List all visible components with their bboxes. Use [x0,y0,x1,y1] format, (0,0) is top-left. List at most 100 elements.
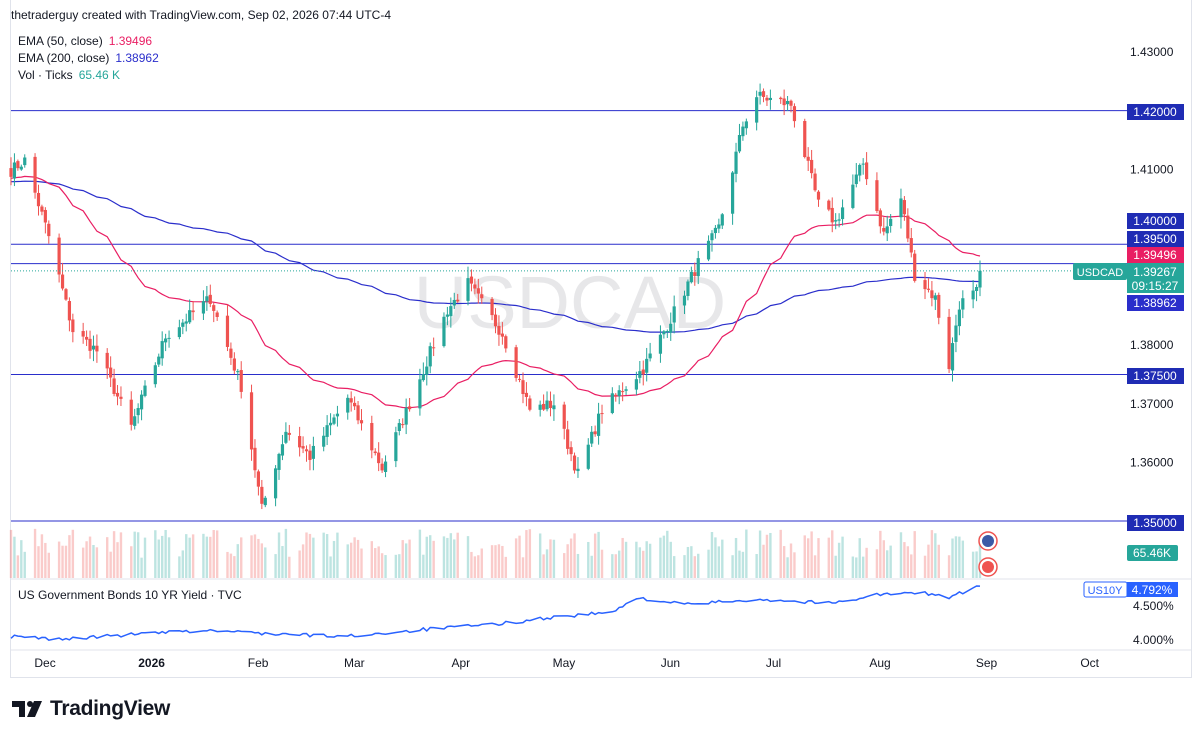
candle-body [356,405,360,421]
candle-body [421,374,425,381]
volume-bar [360,548,363,578]
volume-bar [600,549,604,578]
candle-body [689,271,693,283]
candle-body [277,453,281,470]
volume-bar [418,529,422,578]
legend-ema50[interactable]: EMA (50, close) 1.39496 [18,34,152,48]
candle-body [542,403,546,410]
candle-body [328,422,333,426]
candle-body [524,392,529,397]
volume-bar [88,536,92,578]
candle-body [792,106,797,122]
volume-bar [264,547,267,578]
volume-bar [349,542,353,578]
volume-bar [202,533,205,578]
volume-bar [191,534,195,578]
candle-body [88,338,92,351]
volume-bar [645,541,648,578]
current-price-tag-bg [1127,263,1184,293]
attribution-text: thetraderguy created with TradingView.co… [11,8,391,22]
candle-body [452,299,456,306]
legend-volume[interactable]: Vol · Ticks 65.46 K [18,68,120,82]
candle-body [621,391,625,393]
volume-tag-text: 65.46K [1133,546,1171,560]
level-price-tag-text: 1.35000 [1133,516,1177,530]
volume-bar [947,555,951,578]
volume-bar [525,530,528,578]
volume-bar [930,530,934,578]
candle-body [473,284,477,289]
candle-body [758,91,762,96]
candle-body [744,121,748,129]
level-price-tag-text: 1.39500 [1133,232,1177,246]
time-axis-label: Aug [869,656,890,670]
candle-body [119,396,123,399]
volume-bar [934,533,937,578]
level-price-tag: 1.37500 [1127,368,1184,384]
candle-body [136,408,140,416]
candle-body [617,390,621,397]
candle-body [834,220,838,222]
volume-bar [377,546,380,578]
volume-bar [745,529,748,578]
candle-body [57,237,61,275]
volume-bar [879,530,882,578]
volume-bar [621,537,624,578]
candle-body [47,223,51,237]
candle-body [33,156,37,193]
volume-bar [817,538,820,578]
volume-bar [806,538,810,578]
volume-bar [597,531,600,578]
candle-body [64,289,68,300]
us10y-value-text: 4.792% [1132,583,1173,597]
tradingview-brand[interactable]: TradingView [12,697,170,721]
level-price-tag-bg [1127,368,1184,384]
candle-body [785,100,790,105]
volume-bar [827,537,831,578]
candle-body [730,172,735,214]
candle-body [177,327,181,338]
brand-name: TradingView [50,697,171,720]
volume-bar [514,538,518,578]
candle-body [401,424,405,426]
us-flag-event-icon [978,531,998,551]
volume-bar [157,539,160,578]
volume-bar [432,540,435,578]
candle-body [937,294,941,318]
time-axis-label: Jul [766,656,781,670]
volume-bar [160,535,164,578]
volume-bars [9,528,982,578]
volume-bar [903,542,906,578]
candle-body [60,274,65,289]
volume-bar [624,541,628,578]
candle-body [164,338,168,343]
candle-body [741,126,745,137]
level-price-tag-bg [1127,231,1184,247]
symbol-tag: USDCAD [1073,263,1127,280]
volume-bar [181,550,185,578]
candle-body [624,389,628,391]
candle-body [380,463,384,471]
candle-body [755,97,759,123]
yield-tick-label: 4.000% [1133,633,1174,647]
candle-body [569,447,573,455]
volume-bar [865,547,868,578]
candle-body [706,240,711,260]
volume-bar [425,536,428,578]
candle-body [239,370,243,392]
candle-body [153,365,157,385]
candle-body [761,91,766,97]
candle-body [105,352,109,369]
volume-bar [167,537,171,578]
candle-body [889,218,893,227]
volume-bar [233,556,236,578]
candle-body [442,316,446,347]
volume-bar [64,545,68,578]
sub-pane-legend[interactable]: US Government Bonds 10 YR Yield · TVC [18,588,242,602]
candle-body [648,353,652,359]
legend-ema50-value: 1.39496 [108,34,153,48]
ema200-tag-text: 1.38962 [1133,296,1177,310]
legend-ema200[interactable]: EMA (200, close) 1.38962 [18,51,159,65]
candle-body [232,358,236,371]
